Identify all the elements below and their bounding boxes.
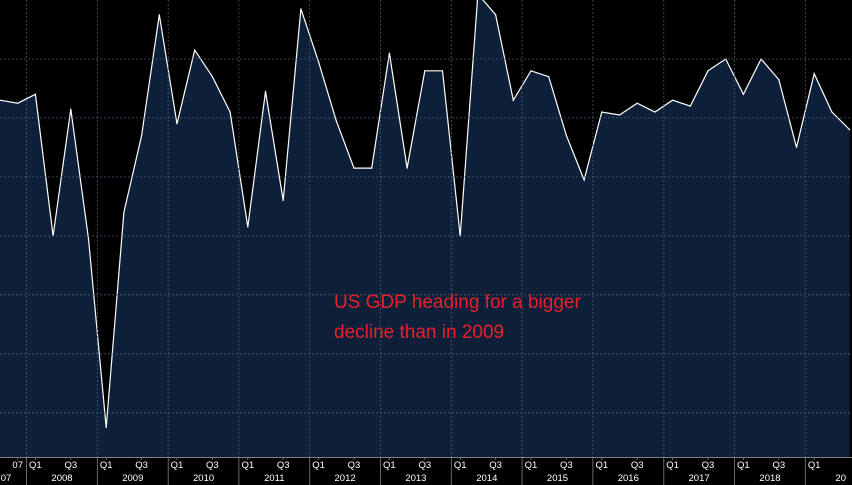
- data-point: [264, 90, 267, 92]
- tick-label: Q3: [64, 460, 77, 471]
- data-point: [158, 14, 160, 16]
- data-point: [707, 70, 709, 72]
- year-label: 2015: [547, 473, 568, 484]
- data-point: [778, 79, 780, 81]
- data-point: [229, 111, 231, 113]
- data-point: [247, 226, 249, 228]
- grid: [0, 0, 852, 457]
- data-point: [548, 76, 550, 78]
- data-point: [17, 102, 19, 104]
- year-label: 2014: [476, 473, 497, 484]
- tick-label: Q1: [100, 460, 113, 471]
- data-point: [672, 99, 674, 101]
- data-point: [636, 102, 638, 104]
- data-point: [194, 49, 196, 51]
- x-axis: 07 Q1 Q3 Q1 Q3 Q1 Q3 Q1 Q3 Q1 Q3 Q1 Q3 Q1 Q3 Q1 Q3 Q1 Q3 Q1…: [0, 457, 852, 485]
- year-label: 2013: [405, 473, 426, 484]
- data-point: [141, 135, 143, 137]
- data-point: [300, 8, 302, 10]
- axis-band: [0, 457, 852, 485]
- tick-label: Q1: [525, 460, 538, 471]
- tick-label: Q3: [277, 460, 290, 471]
- series-area: [0, 0, 851, 457]
- data-point: [742, 93, 745, 95]
- year-label: 2011: [264, 473, 284, 484]
- tick-label: Q3: [348, 460, 361, 471]
- data-point: [406, 167, 408, 169]
- year-label: 2010: [193, 473, 214, 484]
- data-point: [34, 93, 37, 95]
- tick-label: Q1: [737, 460, 750, 471]
- tick-label: Q1: [171, 460, 184, 471]
- tick-label: Q3: [418, 460, 431, 471]
- data-point: [388, 52, 390, 54]
- year-label: 2016: [618, 473, 639, 484]
- tick-label: Q3: [772, 460, 785, 471]
- tick-label: Q3: [560, 460, 573, 471]
- data-point: [831, 111, 833, 113]
- year-label: 2018: [759, 473, 780, 484]
- data-point: [813, 73, 815, 75]
- data-point: [495, 14, 497, 16]
- data-point: [441, 70, 444, 72]
- data-point: [565, 135, 568, 137]
- tick-label: 07: [12, 460, 23, 471]
- data-point: [211, 76, 213, 78]
- tick-label: Q1: [595, 460, 608, 471]
- data-point: [335, 120, 337, 122]
- data-point: [689, 105, 691, 107]
- tick-label: Q1: [29, 460, 42, 471]
- data-point: [849, 129, 851, 131]
- year-label: 2009: [122, 473, 143, 484]
- area-fill: [0, 0, 850, 457]
- data-point: [795, 146, 798, 148]
- tick-label: Q3: [206, 460, 219, 471]
- data-point: [105, 426, 107, 429]
- tick-label: Q1: [383, 460, 396, 471]
- tick-label: Q1: [312, 460, 325, 471]
- tick-label: Q3: [135, 460, 148, 471]
- data-point: [601, 111, 603, 113]
- data-point: [70, 108, 72, 110]
- tick-label: Q3: [489, 460, 502, 471]
- data-point: [424, 70, 426, 72]
- annotation-line-1: US GDP heading for a bigger: [334, 292, 581, 313]
- data-point: [654, 111, 656, 113]
- data-point: [282, 199, 284, 202]
- tick-label: Q1: [241, 460, 254, 471]
- data-point: [318, 61, 320, 63]
- data-point: [176, 123, 178, 125]
- annotation-line-2: decline than in 2009: [334, 322, 505, 343]
- year-label: 2012: [335, 473, 356, 484]
- data-point: [618, 114, 621, 116]
- tick-label: Q1: [808, 460, 821, 471]
- annotation: US GDP heading for a bigger decline than…: [334, 288, 581, 348]
- tick-label: Q1: [666, 460, 679, 471]
- year-label: 2017: [689, 473, 710, 484]
- data-point: [371, 167, 373, 169]
- year-label: 20: [835, 473, 846, 484]
- data-point: [123, 211, 125, 213]
- data-point: [353, 167, 355, 169]
- data-point: [87, 238, 90, 240]
- tick-label: Q3: [702, 460, 715, 471]
- data-point: [530, 70, 532, 72]
- data-point: [583, 179, 585, 181]
- year-label: 07: [1, 473, 12, 484]
- tick-label: Q1: [454, 460, 467, 471]
- data-point: [0, 99, 1, 101]
- data-point: [512, 99, 514, 101]
- year-label: 2008: [51, 473, 72, 484]
- tick-label: Q3: [631, 460, 644, 471]
